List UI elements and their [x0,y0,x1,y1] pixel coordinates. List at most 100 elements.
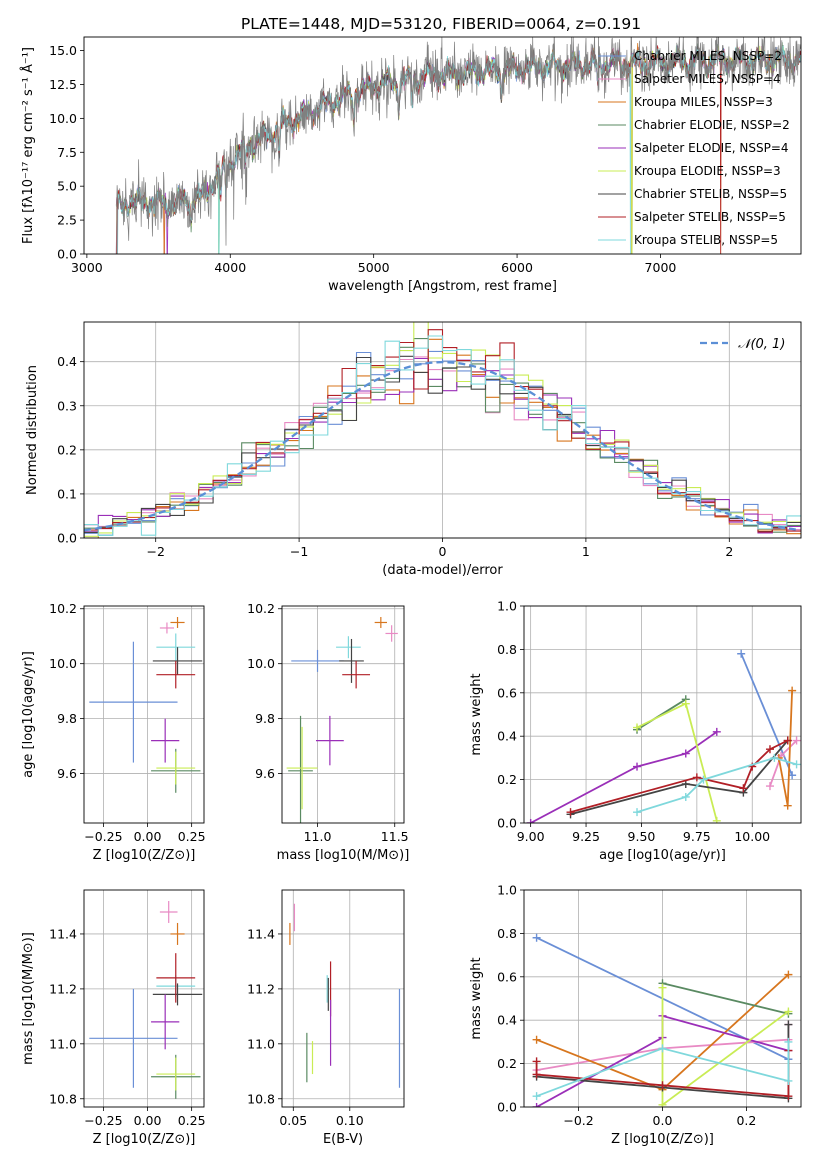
x-tick-label: 4000 [214,260,246,275]
x-tick-label: 2 [725,544,733,559]
y-tick-label: 11.2 [49,981,77,996]
x-tick-label: 1 [582,544,590,559]
axes-frame [83,321,802,539]
weight-marker [737,649,746,658]
weight-series-1 [740,653,793,776]
errorbar-point-2 [159,622,174,634]
x-tick-label: −0.25 [84,1113,122,1128]
weight-series-9 [536,1041,790,1098]
legend-entry: Salpeter MILES, NSSP=4 [634,72,781,86]
errorbar-point-6 [156,660,196,689]
errorbar-point-1 [89,641,178,763]
y-tick-label: 11.4 [247,926,275,941]
legend-entry: Chabrier STELIB, NSSP=5 [634,187,787,201]
axes-frame [281,889,405,1108]
y-tick-label: 10.8 [247,1091,275,1106]
plot-area [532,933,793,1107]
x-tick-label: 3000 [71,260,103,275]
plot-area [115,37,801,254]
errorbar-point-7 [315,715,344,766]
axes-frame [281,605,405,824]
weight-marker [765,745,774,754]
errorbar-point-2 [385,625,398,642]
y-tick-label: 2.5 [57,213,77,228]
plot-area [526,649,801,823]
y-tick-label: 1.0 [497,883,517,898]
y-tick-label: 0.6 [497,969,517,984]
y-tick-label: 11.4 [49,926,77,941]
y-tick-label: 0.2 [57,442,77,457]
x-tick-label: 0.10 [336,1113,364,1128]
x-tick-label: 9.00 [517,829,545,844]
weight-marker [532,1057,541,1066]
x-axis-label: Z [log10(Z/Z⊙)] [93,1132,196,1147]
x-axis-label: age [log10(age/yr)] [599,848,726,863]
y-tick-label: 0.0 [57,531,77,546]
x-tick-label: 7000 [645,260,677,275]
weight-marker [739,784,748,793]
errorbar-point-1 [89,988,178,1088]
weight-marker [712,727,721,736]
errorbar-point-9 [286,726,318,810]
weight-marker [658,983,667,992]
x-tick-label: −2 [146,544,164,559]
errorbar-point-9 [156,751,196,785]
y-tick-label: 12.5 [49,77,77,92]
legend-entry: Kroupa STELIB, NSSP=5 [634,233,778,247]
x-tick-label: 0.00 [134,829,162,844]
weight-marker [658,1100,667,1107]
y-tick-label: 1.0 [497,599,517,614]
y-axis-label: Flux [fλ10⁻¹⁷ erg cm⁻² s⁻¹ Å⁻¹] [20,47,36,244]
y-tick-label: 10.0 [49,656,77,671]
weight-marker [633,762,642,771]
weight-series-6 [636,702,718,822]
errorbar-point-3 [170,616,185,628]
panel-weight-vs-z: −0.2 0.0 0.2 0.0 0.2 0.4 0.6 0.8 1.0 Z [log10(Z/Z… [469,883,802,1147]
reference-gaussian-line [84,360,799,532]
y-axis-label: mass weight [469,957,484,1039]
x-tick-label: 11.5 [381,829,409,844]
legend-entry: Salpeter ELODIE, NSSP=4 [634,141,789,155]
weight-marker [658,1044,667,1053]
y-tick-label: 0.3 [57,398,77,413]
axes-frame [83,605,205,824]
x-axis-label: wavelength [Angstrom, rest frame] [328,279,557,294]
weight-marker [681,792,690,801]
plot-area [84,322,801,538]
weight-marker [532,1035,541,1044]
weight-marker [788,686,797,695]
plot-area [286,616,398,823]
weight-marker [532,1070,541,1079]
x-tick-label: −1 [290,544,308,559]
y-tick-label: 10.2 [247,601,275,616]
errorbar-point-8 [288,715,313,823]
errorbar-point-5 [152,647,203,675]
weight-series-4 [662,982,789,1015]
weight-marker [783,801,792,810]
x-axis-label: Z [log10(Z/Z⊙)] [93,848,196,863]
errorbar-point-7 [151,994,180,1050]
panel-age-vs-z: −0.25 0.00 0.25 9.6 9.8 10.0 10.2 Z [log10(Z/Z⊙… [21,601,206,863]
y-tick-label: 10.0 [247,656,275,671]
y-tick-label: 11.0 [247,1036,275,1051]
y-tick-label: 9.8 [57,711,77,726]
x-tick-label: 5000 [358,260,390,275]
weight-marker [784,1092,793,1101]
y-tick-label: 10.0 [49,111,77,126]
y-axis-label: Normed distribution [25,365,40,495]
x-tick-label: 0.05 [279,1113,307,1128]
legend: Chabrier MILES, NSSP=2 Salpeter MILES, NS… [598,49,790,247]
y-tick-label: 0.0 [497,816,517,831]
weight-marker [792,760,801,769]
weight-marker [681,699,690,708]
x-tick-label: 0.25 [178,829,206,844]
x-axis-label: mass [log10(M/M⊙)] [277,848,410,863]
y-tick-label: 0.2 [497,1056,517,1071]
legend-entry: Salpeter STELIB, NSSP=5 [634,210,786,224]
y-tick-label: 0.4 [497,1013,517,1028]
y-tick-label: 5.0 [57,179,77,194]
panel-weight-vs-age: 9.00 9.25 9.50 9.75 10.00 0.0 0.2 0.4 0.6 0.8 1.0 a… [469,599,802,863]
weight-marker [633,723,642,732]
y-tick-label: 9.6 [57,766,77,781]
